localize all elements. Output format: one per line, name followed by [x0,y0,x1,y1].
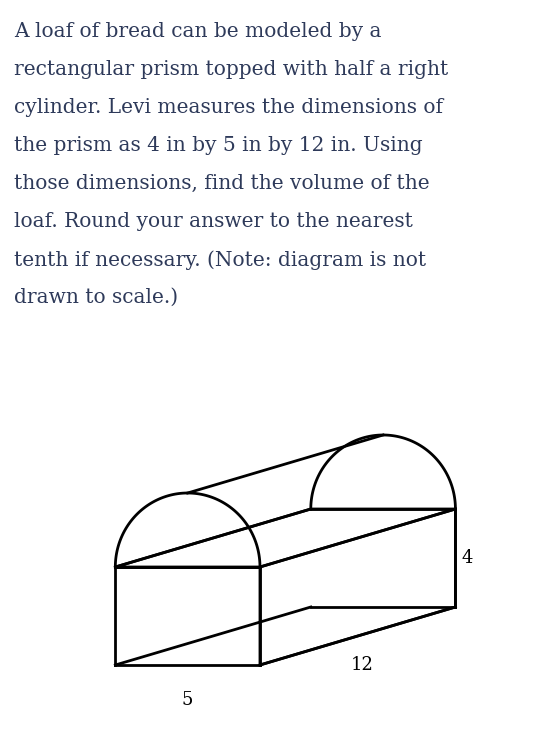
Text: 4: 4 [461,549,473,567]
Text: the prism as 4 in by 5 in by 12 in. Using: the prism as 4 in by 5 in by 12 in. Usin… [14,136,422,155]
Text: tenth if necessary. (Note: diagram is not: tenth if necessary. (Note: diagram is no… [14,250,426,270]
Text: 12: 12 [351,656,374,674]
Text: 5: 5 [182,691,193,709]
Text: rectangular prism topped with half a right: rectangular prism topped with half a rig… [14,60,448,79]
Text: loaf. Round your answer to the nearest: loaf. Round your answer to the nearest [14,212,412,231]
Text: A loaf of bread can be modeled by a: A loaf of bread can be modeled by a [14,22,381,41]
Text: those dimensions, find the volume of the: those dimensions, find the volume of the [14,174,429,193]
Text: drawn to scale.): drawn to scale.) [14,288,178,307]
Text: cylinder. Levi measures the dimensions of: cylinder. Levi measures the dimensions o… [14,98,442,117]
